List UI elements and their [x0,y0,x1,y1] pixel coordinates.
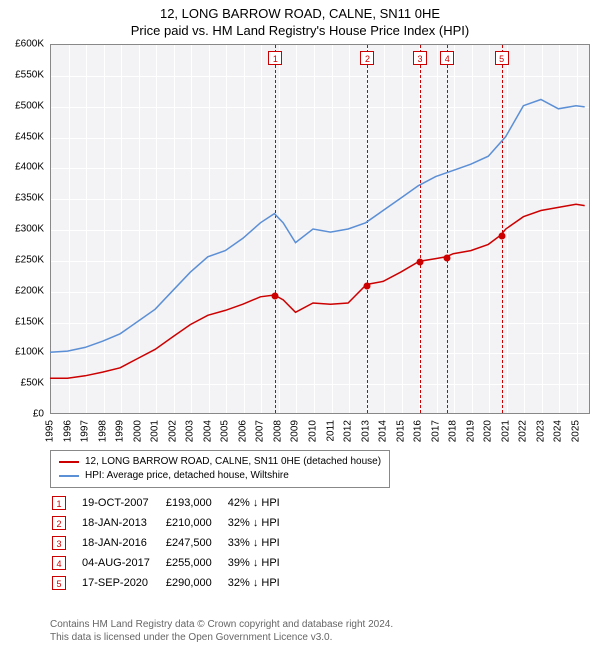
sales-row: 1 19-OCT-2007£193,00042% ↓ HPI [52,494,294,512]
sale-number-box: 2 [52,516,66,530]
x-axis-label: 1995 [45,420,56,442]
x-axis-label: 1996 [62,420,73,442]
x-axis-label: 2005 [220,420,231,442]
legend-label: HPI: Average price, detached house, Wilt… [85,469,289,483]
x-axis-label: 2022 [518,420,529,442]
y-axis-label: £50K [2,378,44,389]
x-axis-label: 2009 [290,420,301,442]
x-axis-label: 2010 [307,420,318,442]
x-axis-label: 1998 [97,420,108,442]
legend-swatch [59,461,79,463]
x-axis-label: 1999 [115,420,126,442]
x-axis-label: 2017 [430,420,441,442]
x-axis-label: 2011 [325,420,336,442]
y-axis-label: £400K [2,162,44,173]
x-axis-label: 2016 [413,420,424,442]
x-axis-label: 2019 [465,420,476,442]
sale-price: £290,000 [166,574,226,592]
chart-container: 12, LONG BARROW ROAD, CALNE, SN11 0HE Pr… [0,0,600,650]
y-axis-label: £100K [2,347,44,358]
footer-line-2: This data is licensed under the Open Gov… [50,631,393,644]
x-axis-label: 2004 [202,420,213,442]
x-axis-label: 2021 [500,420,511,442]
y-axis-label: £550K [2,69,44,80]
sales-table: 1 19-OCT-2007£193,00042% ↓ HPI 2 18-JAN-201… [50,492,296,594]
x-axis-label: 2015 [395,420,406,442]
x-axis-label: 2006 [237,420,248,442]
x-axis-label: 2002 [167,420,178,442]
legend-swatch [59,475,79,477]
series-hpi [50,100,585,353]
sales-row: 4 04-AUG-2017£255,00039% ↓ HPI [52,554,294,572]
y-axis-label: £150K [2,316,44,327]
legend-row: HPI: Average price, detached house, Wilt… [59,469,381,483]
sale-diff: 32% ↓ HPI [228,514,294,532]
sale-number-box: 5 [52,576,66,590]
x-axis-label: 2007 [255,420,266,442]
x-axis-label: 2003 [185,420,196,442]
y-axis-label: £0 [2,409,44,420]
chart-lines [50,44,590,414]
sale-diff: 39% ↓ HPI [228,554,294,572]
x-axis-label: 1997 [80,420,91,442]
sale-diff: 32% ↓ HPI [228,574,294,592]
x-axis-label: 2024 [553,420,564,442]
sale-date: 17-SEP-2020 [82,574,164,592]
x-axis-label: 2014 [378,420,389,442]
sale-diff: 42% ↓ HPI [228,494,294,512]
sales-row: 5 17-SEP-2020£290,00032% ↓ HPI [52,574,294,592]
x-axis-label: 2023 [535,420,546,442]
sale-number-box: 4 [52,556,66,570]
sale-date: 04-AUG-2017 [82,554,164,572]
sale-price: £210,000 [166,514,226,532]
y-axis-label: £300K [2,224,44,235]
y-axis-label: £350K [2,193,44,204]
y-axis-label: £500K [2,100,44,111]
x-axis-label: 2001 [150,420,161,442]
sale-number-box: 1 [52,496,66,510]
y-axis-label: £450K [2,131,44,142]
sale-date: 18-JAN-2016 [82,534,164,552]
sale-diff: 33% ↓ HPI [228,534,294,552]
title-line-2: Price paid vs. HM Land Registry's House … [0,23,600,40]
chart-area: 12345 £0£50K£100K£150K£200K£250K£300K£35… [50,44,590,414]
x-axis-label: 2000 [132,420,143,442]
legend-label: 12, LONG BARROW ROAD, CALNE, SN11 0HE (d… [85,455,381,469]
x-axis-label: 2025 [570,420,581,442]
sale-number-box: 3 [52,536,66,550]
x-axis-label: 2013 [360,420,371,442]
sale-date: 18-JAN-2013 [82,514,164,532]
legend-row: 12, LONG BARROW ROAD, CALNE, SN11 0HE (d… [59,455,381,469]
sale-price: £193,000 [166,494,226,512]
sales-row: 2 18-JAN-2013£210,00032% ↓ HPI [52,514,294,532]
y-axis-label: £200K [2,285,44,296]
legend: 12, LONG BARROW ROAD, CALNE, SN11 0HE (d… [50,450,390,488]
title-line-1: 12, LONG BARROW ROAD, CALNE, SN11 0HE [0,6,600,23]
y-axis-label: £250K [2,254,44,265]
sales-row: 3 18-JAN-2016£247,50033% ↓ HPI [52,534,294,552]
x-axis-label: 2008 [272,420,283,442]
footer: Contains HM Land Registry data © Crown c… [50,618,393,644]
title-block: 12, LONG BARROW ROAD, CALNE, SN11 0HE Pr… [0,0,600,40]
y-axis-label: £600K [2,39,44,50]
x-axis-label: 2018 [448,420,459,442]
sale-price: £247,500 [166,534,226,552]
sale-date: 19-OCT-2007 [82,494,164,512]
footer-line-1: Contains HM Land Registry data © Crown c… [50,618,393,631]
x-axis-label: 2020 [483,420,494,442]
sale-price: £255,000 [166,554,226,572]
x-axis-label: 2012 [343,420,354,442]
